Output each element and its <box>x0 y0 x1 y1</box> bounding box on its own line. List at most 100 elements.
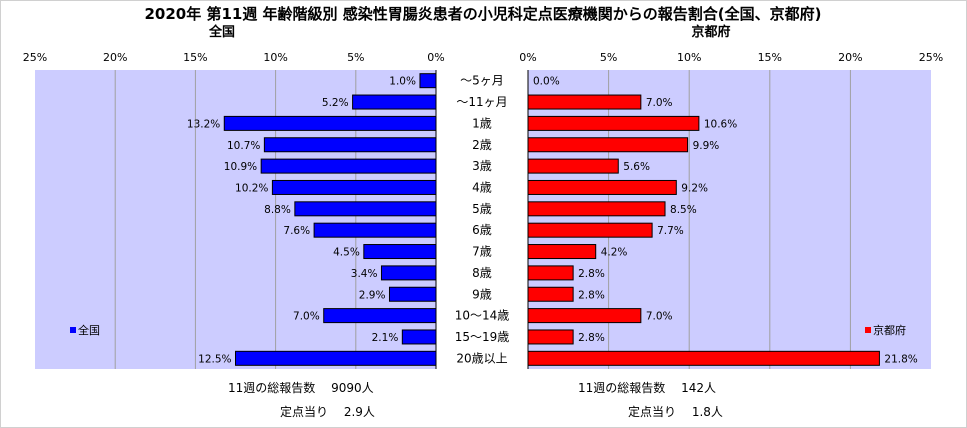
chart-title: 2020年 第11週 年齢階級別 感染性胃腸炎患者の小児科定点医療機関からの報告… <box>144 5 821 23</box>
kyoto-data-label: 2.8% <box>578 289 605 301</box>
national-bar <box>223 115 437 131</box>
kyoto-data-label: 9.9% <box>693 140 720 152</box>
kyoto-bar <box>527 158 619 174</box>
national-tick-label: 5% <box>347 51 364 64</box>
age-category-label: 10～14歳 <box>455 309 510 323</box>
kyoto-plot: 0% 5% 10% 15% 20% 25% 0.0% 7.0% 10.6% 9.9% 5.6% 9.2… <box>519 51 943 369</box>
national-bar <box>363 244 437 260</box>
age-category-label: 4歳 <box>472 180 492 194</box>
national-bar <box>294 201 437 217</box>
kyoto-tick-label: 20% <box>838 51 862 64</box>
national-data-label: 4.5% <box>333 247 360 259</box>
national-bar <box>380 265 437 281</box>
age-category-label: 8歳 <box>472 266 492 280</box>
national-data-label: 10.2% <box>235 182 268 194</box>
national-bar <box>263 137 437 153</box>
age-category-label: 1歳 <box>472 116 492 130</box>
national-per-site: 定点当り 2.9人 <box>280 404 375 419</box>
age-category-label: 9歳 <box>472 287 492 301</box>
kyoto-data-label: 8.5% <box>670 204 697 216</box>
national-data-label: 12.5% <box>198 353 231 365</box>
kyoto-data-label: 4.2% <box>601 247 628 259</box>
kyoto-legend-label: 京都府 <box>873 323 906 337</box>
kyoto-bar <box>527 244 597 260</box>
national-data-label: 8.8% <box>264 204 291 216</box>
kyoto-legend: 京都府 <box>865 323 906 337</box>
kyoto-data-label: 2.8% <box>578 268 605 280</box>
national-legend: 全国 <box>70 323 100 337</box>
kyoto-data-label: 7.0% <box>646 311 673 323</box>
age-category-label: 7歳 <box>472 245 492 259</box>
age-category-label: 5歳 <box>472 202 492 216</box>
kyoto-bar <box>527 222 653 238</box>
national-data-label: 3.4% <box>351 268 378 280</box>
kyoto-data-label: 2.8% <box>578 332 605 344</box>
kyoto-legend-swatch <box>865 327 871 333</box>
national-data-label: 13.2% <box>187 118 220 130</box>
age-category-label: 3歳 <box>472 159 492 173</box>
age-category-label: 6歳 <box>472 223 492 237</box>
kyoto-data-label: 7.0% <box>646 97 673 109</box>
kyoto-data-label: 0.0% <box>533 76 560 88</box>
kyoto-panel-title: 京都府 <box>691 24 730 40</box>
national-bar <box>401 329 437 345</box>
national-total-reports: 11週の総報告数 9090人 <box>228 380 374 395</box>
national-bar <box>260 158 437 174</box>
national-data-label: 10.9% <box>224 161 257 173</box>
kyoto-bar <box>527 308 642 324</box>
kyoto-tick-label: 0% <box>519 51 536 64</box>
age-category-label: 2歳 <box>472 138 492 152</box>
kyoto-bar <box>527 115 700 131</box>
national-data-label: 7.0% <box>293 311 320 323</box>
age-category-label: 15～19歳 <box>455 330 510 344</box>
national-bar <box>388 286 437 302</box>
national-tick-label: 20% <box>103 51 127 64</box>
age-category-label: ～11ヶ月 <box>456 95 507 109</box>
national-tick-label: 0% <box>427 51 444 64</box>
kyoto-bar <box>527 94 642 110</box>
national-bar <box>419 73 437 89</box>
national-tick-label: 25% <box>23 51 47 64</box>
kyoto-data-label: 9.2% <box>681 182 708 194</box>
kyoto-bar <box>527 179 677 195</box>
national-legend-label: 全国 <box>78 323 100 337</box>
kyoto-total-reports: 11週の総報告数 142人 <box>578 380 716 395</box>
national-data-label: 10.7% <box>227 140 260 152</box>
kyoto-data-label: 10.6% <box>704 118 737 130</box>
age-category-labels: ～5ヶ月 ～11ヶ月 1歳 2歳 3歳 4歳 5歳 6歳 7歳 8歳 9歳 10～14歳 15～19歳 2… <box>455 74 510 366</box>
kyoto-bar <box>527 329 574 345</box>
kyoto-tick-label: 10% <box>677 51 701 64</box>
age-category-label: ～5ヶ月 <box>460 74 504 88</box>
national-data-label: 7.6% <box>283 225 310 237</box>
kyoto-bar <box>527 350 880 366</box>
kyoto-data-label: 5.6% <box>623 161 650 173</box>
kyoto-bar <box>527 265 574 281</box>
national-data-label: 1.0% <box>389 76 416 88</box>
age-category-label: 20歳以上 <box>456 351 507 365</box>
national-bar <box>313 222 437 238</box>
national-bar <box>235 350 437 366</box>
national-data-label: 2.9% <box>359 289 386 301</box>
national-data-label: 2.1% <box>372 332 399 344</box>
kyoto-data-label: 21.8% <box>884 353 917 365</box>
kyoto-plot-area <box>528 70 931 369</box>
kyoto-bar <box>527 137 689 153</box>
kyoto-tick-label: 5% <box>600 51 617 64</box>
national-bar <box>271 179 437 195</box>
national-plot: 25% 20% 15% 10% 5% 0% 1.0% 5.2% 13.2% 10.7% 10.9% 1… <box>23 51 445 369</box>
kyoto-data-label: 7.7% <box>657 225 684 237</box>
kyoto-per-site: 定点当り 1.8人 <box>628 404 723 419</box>
national-legend-swatch <box>70 327 76 333</box>
kyoto-bar <box>527 286 574 302</box>
kyoto-tick-label: 25% <box>919 51 943 64</box>
national-bar <box>323 308 437 324</box>
national-data-label: 5.2% <box>322 97 349 109</box>
national-panel-title: 全国 <box>208 24 235 40</box>
national-bar <box>352 94 437 110</box>
kyoto-tick-label: 15% <box>758 51 782 64</box>
national-tick-label: 15% <box>183 51 207 64</box>
national-tick-label: 10% <box>263 51 287 64</box>
kyoto-bar <box>527 201 666 217</box>
